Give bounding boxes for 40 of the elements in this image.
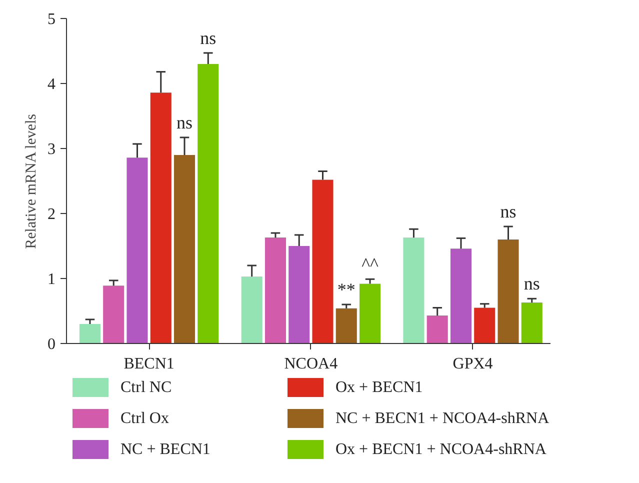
- x-tick-label: GPX4: [452, 356, 493, 372]
- bar: [150, 92, 172, 344]
- data-label: ns: [524, 274, 540, 294]
- bar: [403, 238, 424, 344]
- bar: [288, 246, 310, 344]
- legend-label: Ctrl NC: [120, 379, 172, 396]
- y-tick-label: 2: [48, 206, 56, 223]
- data-label: ns: [500, 202, 516, 222]
- bar: [264, 238, 286, 344]
- x-tick-label: NCOA4: [284, 356, 338, 372]
- legend-label: Ctrl Ox: [120, 410, 169, 427]
- bar: [174, 155, 196, 344]
- y-tick-label: 5: [48, 11, 56, 28]
- bar: [474, 308, 496, 344]
- legend-label: NC + BECN1 + NCOA4-shRNA: [336, 410, 550, 427]
- y-tick-label: 4: [48, 76, 56, 93]
- y-tick-label: 1: [48, 271, 56, 288]
- bar: [450, 248, 472, 344]
- data-label: ns: [200, 28, 216, 48]
- legend-label: Ox + BECN1: [336, 379, 423, 396]
- bar: [241, 276, 262, 344]
- bar: [126, 158, 148, 344]
- bar: [426, 316, 448, 344]
- bar: [312, 180, 334, 344]
- bar: [198, 64, 219, 344]
- bar: [336, 308, 357, 344]
- data-label: ^^: [362, 254, 380, 274]
- data-label: ns: [176, 112, 193, 132]
- bar: [359, 284, 381, 344]
- y-tick-label: 0: [48, 336, 56, 353]
- data-label: **: [337, 280, 356, 300]
- legend-label: NC + BECN1: [120, 441, 210, 458]
- x-tick-label: BECN1: [124, 356, 174, 372]
- bar: [103, 286, 124, 344]
- bar: [79, 324, 100, 344]
- bar: [521, 302, 542, 344]
- legend-label: Ox + BECN1 + NCOA4-shRNA: [336, 441, 547, 458]
- bar: [498, 240, 519, 344]
- y-axis-title: Relative mRNA levels: [24, 114, 40, 249]
- y-tick-label: 3: [48, 141, 56, 158]
